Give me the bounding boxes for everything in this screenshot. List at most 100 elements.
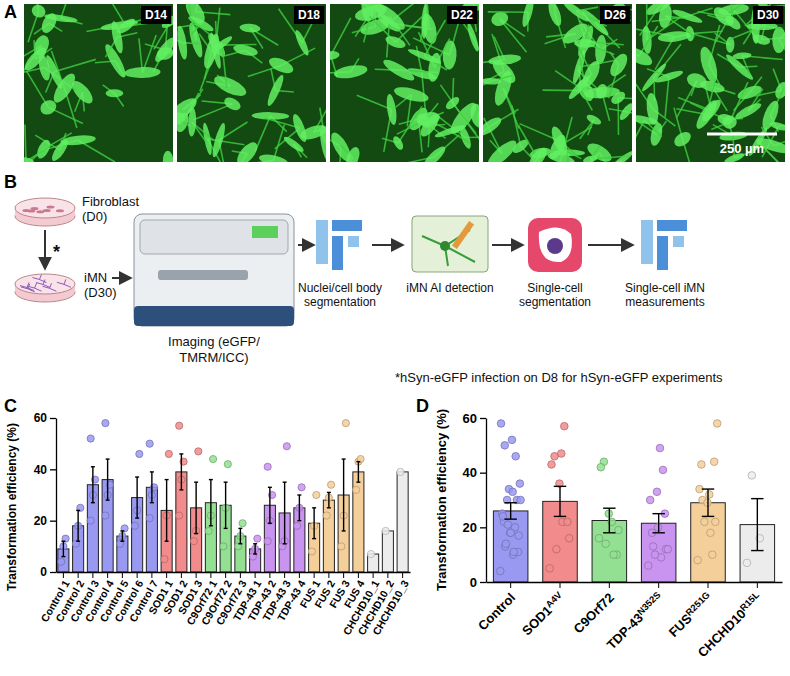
cell-body bbox=[594, 82, 609, 100]
micrograph: D22 bbox=[319, 0, 497, 182]
machine-screen bbox=[252, 226, 278, 238]
data-point bbox=[709, 551, 717, 559]
cell-body bbox=[672, 129, 694, 150]
data-point bbox=[146, 515, 153, 522]
arrow bbox=[44, 230, 46, 268]
error-bar-cap bbox=[209, 479, 213, 480]
data-point bbox=[397, 468, 404, 475]
fiji-block bbox=[316, 220, 328, 264]
error-bar-stem bbox=[757, 499, 758, 551]
error-bar-cap bbox=[342, 458, 346, 459]
chart: 0204060Control 1Control 2Control 3Contro… bbox=[5, 411, 411, 637]
error-bar-cap bbox=[238, 528, 242, 529]
cell-body bbox=[267, 54, 296, 76]
data-point bbox=[712, 518, 720, 526]
y-tick: 40 bbox=[34, 463, 56, 477]
cell-process bbox=[255, 116, 270, 152]
data-point bbox=[77, 504, 84, 511]
x-tick-label: SOD1A4V bbox=[519, 589, 568, 638]
cell-body bbox=[49, 137, 71, 162]
data-point bbox=[146, 440, 153, 447]
x-axis: Control 1Control 2Control 3Control 4Cont… bbox=[38, 572, 411, 637]
day-label: D26 bbox=[604, 8, 626, 22]
fiji-icon bbox=[316, 220, 362, 270]
error-bar-cap bbox=[150, 471, 154, 472]
step-label: segmentation bbox=[519, 295, 591, 309]
ai-soma bbox=[440, 241, 450, 251]
cell-body bbox=[491, 69, 515, 108]
data-point bbox=[205, 527, 212, 534]
data-point bbox=[239, 520, 246, 527]
cell-body bbox=[732, 52, 752, 60]
cell-body bbox=[299, 122, 326, 142]
error-bar-stem bbox=[328, 492, 329, 507]
cell-body bbox=[561, 4, 592, 24]
error-bar-cap bbox=[652, 513, 664, 514]
data-point bbox=[694, 556, 702, 564]
error-bar bbox=[179, 454, 183, 490]
tick-mark bbox=[255, 572, 256, 578]
day-label: D30 bbox=[757, 8, 779, 22]
cell-nucleus bbox=[547, 238, 563, 254]
tick-mark bbox=[122, 572, 123, 578]
data-point bbox=[176, 512, 183, 519]
fiji-block bbox=[657, 236, 668, 270]
tick-mark bbox=[50, 418, 56, 419]
scale-bar-label: 250 µm bbox=[720, 141, 764, 156]
data-point bbox=[136, 450, 143, 457]
cell-body bbox=[711, 4, 737, 29]
cell-body bbox=[465, 22, 479, 53]
error-bar bbox=[297, 495, 301, 521]
tick-mark bbox=[137, 572, 138, 578]
data-point bbox=[190, 538, 197, 545]
data-point bbox=[176, 422, 183, 429]
category-superscript: A4V bbox=[544, 589, 564, 609]
tick-mark bbox=[299, 572, 300, 578]
error-bar-stem bbox=[240, 528, 241, 543]
cell-body bbox=[39, 11, 60, 36]
error-bar bbox=[61, 541, 65, 556]
error-bar-stem bbox=[658, 514, 659, 533]
step-label: (D0) bbox=[82, 209, 107, 224]
data-point bbox=[517, 496, 525, 504]
tick-mark bbox=[480, 418, 486, 419]
x-tick-label: Control bbox=[475, 590, 518, 633]
data-point bbox=[497, 420, 505, 428]
cell-body bbox=[421, 144, 448, 162]
data-point bbox=[264, 463, 271, 470]
error-bar-cap bbox=[194, 481, 198, 482]
tick-mark bbox=[560, 582, 561, 588]
data-point bbox=[249, 553, 256, 560]
tick-mark bbox=[50, 469, 56, 470]
bar bbox=[493, 511, 528, 582]
data-point bbox=[117, 540, 124, 547]
x-axis: ControlSOD1A4VC9Orf72TDP-43N352SFUSR251G… bbox=[475, 582, 783, 660]
data-point bbox=[509, 488, 517, 496]
data-point bbox=[224, 461, 231, 468]
day-label-box bbox=[753, 6, 783, 24]
step-label: Fibroblast bbox=[82, 194, 139, 209]
y-tick-label: 60 bbox=[34, 411, 48, 425]
cell-body bbox=[265, 73, 286, 107]
x-tick: CHCHD10R15L bbox=[695, 582, 766, 660]
plot-area bbox=[493, 420, 774, 582]
error-bar bbox=[194, 482, 198, 533]
data-point bbox=[235, 543, 242, 550]
panel-letter: B bbox=[4, 172, 17, 192]
data-point bbox=[165, 450, 172, 457]
plot-area bbox=[58, 420, 409, 572]
category-name: Control bbox=[475, 590, 518, 633]
cell-body bbox=[24, 45, 49, 74]
cell-body bbox=[566, 74, 592, 102]
data-point bbox=[653, 488, 661, 496]
data-point bbox=[161, 556, 168, 563]
dish-cell bbox=[46, 205, 54, 208]
micrograph-content bbox=[483, 4, 632, 162]
cell-body bbox=[546, 4, 564, 27]
error-bar-cap bbox=[283, 543, 287, 544]
tick-mark bbox=[151, 572, 152, 578]
error-bar-stem bbox=[299, 495, 300, 521]
tick-mark bbox=[480, 582, 486, 583]
bar bbox=[397, 472, 408, 572]
x-tick: SOD1A4V bbox=[519, 582, 568, 638]
